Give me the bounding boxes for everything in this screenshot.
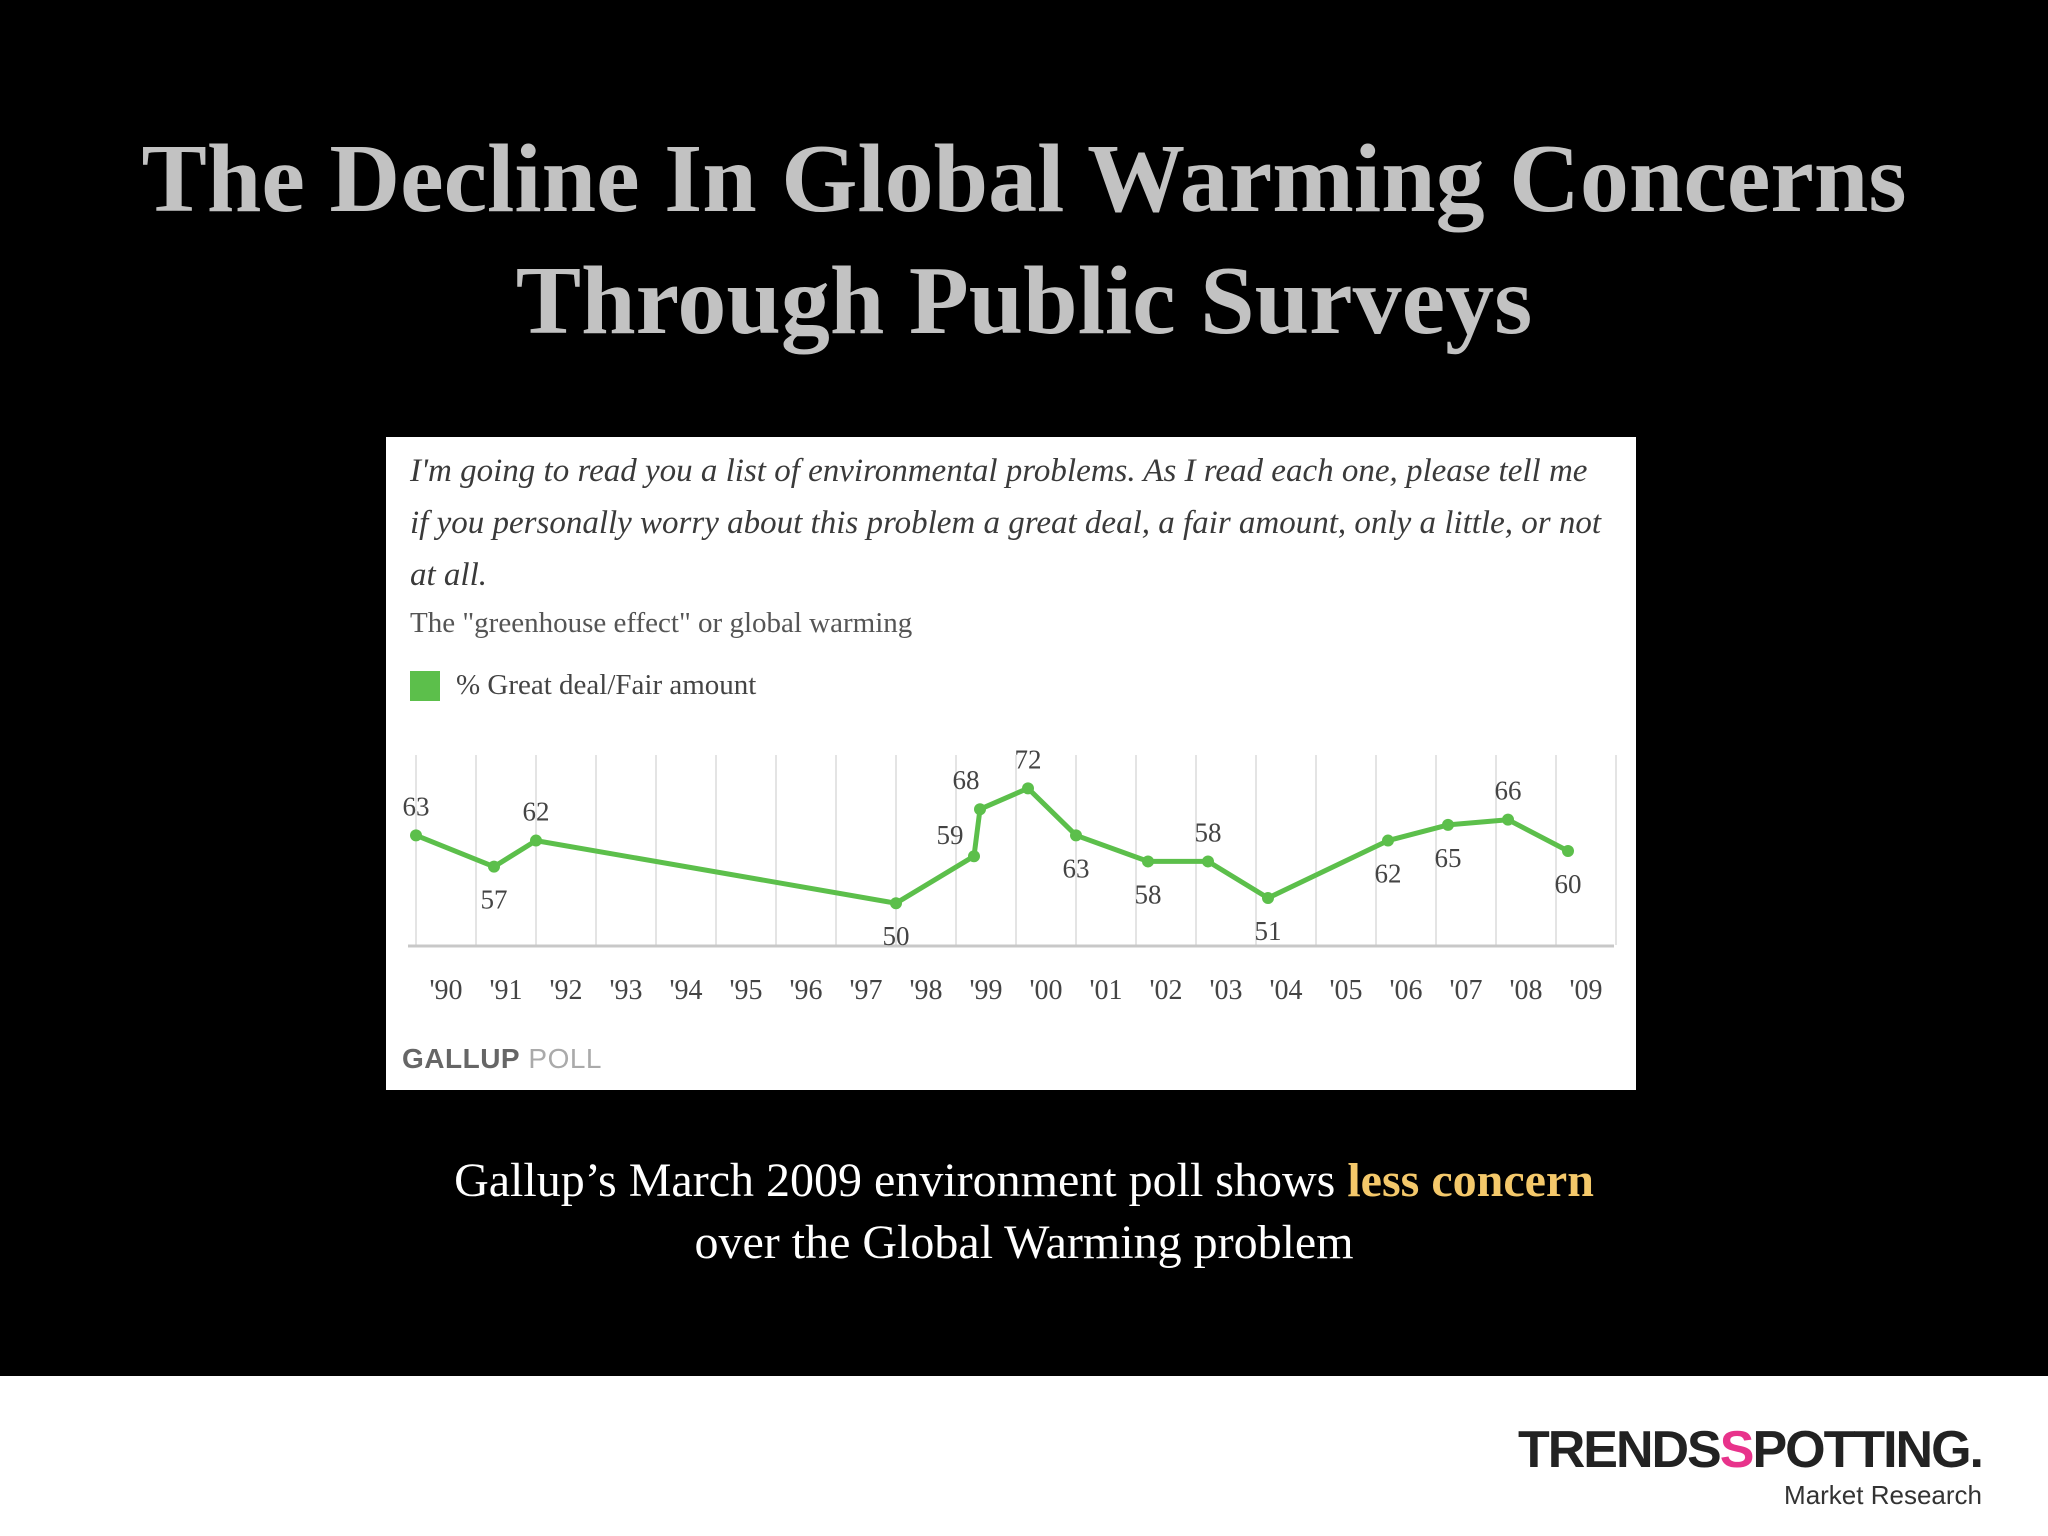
data-point [410, 829, 422, 842]
x-tick-label: '04 [1269, 975, 1302, 1006]
data-label: 63 [403, 791, 430, 821]
data-label: 65 [1435, 843, 1462, 873]
brand-name: TRENDSSPOTTING. [1517, 1421, 1984, 1479]
x-tick-label: '08 [1509, 975, 1542, 1006]
x-tick-label: '95 [729, 975, 762, 1006]
x-tick-label: '93 [609, 975, 642, 1006]
x-tick-label: '99 [969, 975, 1002, 1006]
brand-name-accent: S [1719, 1421, 1755, 1479]
x-tick-label: '91 [489, 975, 522, 1006]
brand-tagline: Market Research [1784, 1480, 1982, 1510]
survey-question: I'm going to read you a list of environm… [410, 453, 1601, 593]
brand-name-part1: TRENDS [1517, 1421, 1722, 1479]
data-label: 62 [523, 797, 550, 827]
data-point [1070, 829, 1082, 842]
slide-title-line1: The Decline In Global Warming Concerns [141, 125, 1907, 233]
data-point [890, 897, 902, 910]
legend-label: % Great deal/Fair amount [456, 669, 757, 701]
x-tick-label: '09 [1569, 975, 1602, 1006]
data-label: 57 [481, 885, 508, 915]
caption-text: Gallup’s March 2009 environment poll sho… [454, 1154, 1348, 1207]
x-tick-label: '96 [789, 975, 822, 1006]
x-tick-label: '00 [1029, 975, 1062, 1006]
slide-title: The Decline In Global Warming Concerns T… [0, 118, 2048, 362]
data-point [1562, 845, 1574, 857]
x-tick-label: '94 [669, 975, 702, 1006]
data-point [1262, 892, 1274, 904]
x-tick-label: '06 [1389, 975, 1422, 1006]
brand-logo: TRENDSSPOTTING. Market Research [1517, 1421, 1984, 1512]
data-label: 62 [1375, 859, 1402, 889]
chart-panel: I'm going to read you a list of environm… [386, 437, 1636, 1090]
data-point [1382, 834, 1394, 847]
x-tick-label: '02 [1149, 975, 1182, 1006]
data-label: 58 [1135, 879, 1162, 909]
x-tick-label: '97 [849, 975, 882, 1006]
x-tick-label: '01 [1089, 975, 1122, 1006]
caption-highlight: less concern [1347, 1154, 1594, 1207]
x-tick-label: '05 [1329, 975, 1362, 1006]
x-tick-label: '07 [1449, 975, 1482, 1006]
data-point [1142, 855, 1154, 868]
data-point [1502, 813, 1514, 826]
data-point [530, 834, 542, 847]
data-label: 60 [1555, 869, 1582, 899]
data-label: 58 [1195, 817, 1222, 847]
slide-caption: Gallup’s March 2009 environment poll sho… [0, 1150, 2048, 1274]
chart-legend: % Great deal/Fair amount [410, 669, 756, 702]
source-poll: POLL [528, 1043, 602, 1074]
line-chart: '90 '91 '92 '93 '94 '95 '96 '97 '98 '99 '00 '01 '02 '… [403, 744, 1617, 1006]
x-tick-label: '90 [429, 975, 462, 1006]
slide-title-line2: Through Public Surveys [515, 247, 1533, 355]
data-label: 72 [1015, 744, 1042, 774]
data-point [968, 850, 980, 863]
source-brand: GALLUP [402, 1043, 521, 1074]
caption-line1: Gallup’s March 2009 environment poll sho… [0, 1150, 2048, 1212]
brand-name-part2: POTTING. [1752, 1421, 1984, 1479]
data-label: 50 [883, 921, 910, 951]
legend-swatch [410, 670, 440, 701]
data-label: 59 [937, 820, 964, 850]
data-point [1022, 782, 1034, 795]
x-tick-label: '03 [1209, 975, 1242, 1006]
source-label: GALLUP POLL [402, 1043, 602, 1075]
data-point [488, 860, 500, 873]
data-label: 63 [1063, 853, 1090, 883]
data-point [974, 803, 986, 816]
data-label: 68 [953, 765, 980, 795]
data-point [1202, 855, 1214, 868]
data-point [1442, 818, 1454, 831]
footer-bar: TRENDSSPOTTING. Market Research [0, 1376, 2048, 1536]
x-tick-label: '98 [909, 975, 942, 1006]
chart-subtitle: The "greenhouse effect" or global warmin… [410, 607, 913, 639]
data-label: 51 [1255, 916, 1282, 946]
x-tick-label: '92 [549, 975, 582, 1006]
caption-line2: over the Global Warming problem [694, 1216, 1354, 1269]
data-label: 66 [1495, 776, 1522, 806]
